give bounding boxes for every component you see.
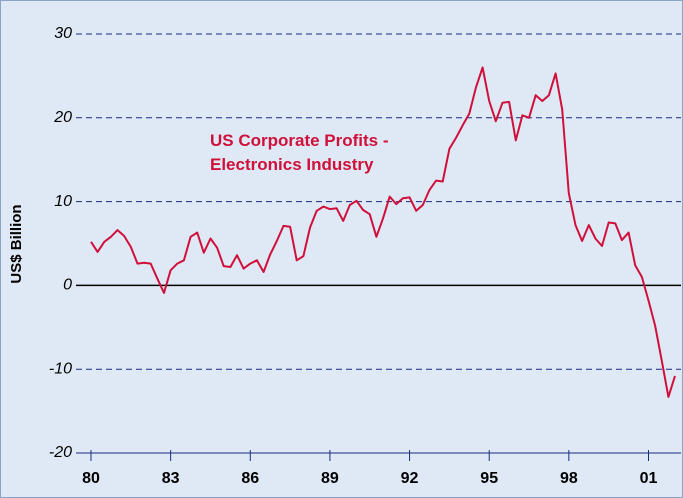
y-tick-label: -10 — [49, 360, 72, 377]
y-tick-label: 30 — [54, 25, 72, 42]
x-tick-label: 89 — [321, 470, 339, 487]
data-line — [90, 66, 676, 398]
x-tick-label: 92 — [401, 470, 419, 487]
x-tick-label: 01 — [640, 470, 658, 487]
x-tick-label: 80 — [82, 470, 100, 487]
y-axis-label: US$ Billion — [8, 204, 25, 283]
y-tick-label: 0 — [63, 277, 72, 294]
annotation: US Corporate Profits -Electronics Indust… — [210, 131, 389, 174]
x-tick-label: 86 — [241, 470, 259, 487]
y-tick-label: 10 — [54, 193, 72, 210]
y-tick-label: -20 — [49, 444, 72, 461]
y-tick-label: 20 — [53, 109, 72, 126]
x-tick-label: 95 — [480, 470, 498, 487]
x-tick-label: 83 — [162, 470, 180, 487]
x-tick-label: 98 — [560, 470, 578, 487]
